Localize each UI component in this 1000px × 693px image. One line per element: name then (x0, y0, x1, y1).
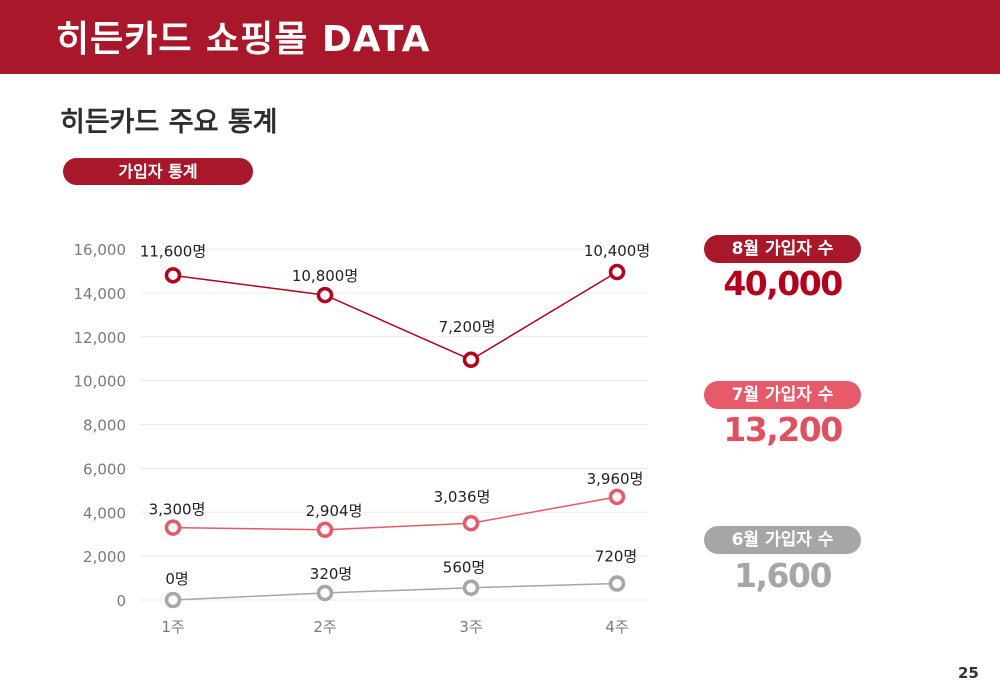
data-point-aug (462, 351, 480, 369)
data-label-jun: 720명 (595, 548, 637, 566)
stat-value-jun: 1,600 (734, 556, 832, 595)
data-point-jun (608, 575, 626, 592)
y-tick-label: 8,000 (83, 417, 126, 435)
x-tick-label: 1주 (161, 618, 184, 636)
chart-title-pill: 가입자 통계 (63, 158, 253, 185)
data-label-jun: 0명 (165, 570, 188, 588)
data-point-aug (164, 267, 182, 284)
y-tick-label: 16,000 (74, 241, 127, 259)
y-tick-label: 12,000 (74, 329, 127, 347)
y-tick-label: 0 (116, 592, 126, 610)
series-line-jul (172, 496, 618, 531)
x-tick-label: 2주 (313, 618, 336, 636)
data-point-jun (316, 584, 334, 602)
data-point-aug (316, 286, 334, 304)
data-label-jul: 2,904명 (306, 502, 363, 520)
y-tick-label: 14,000 (74, 285, 127, 303)
section-title: 히든카드 주요 통계 (60, 107, 278, 138)
data-point-jun (462, 579, 480, 596)
data-point-jun (164, 591, 182, 609)
x-tick-label: 4주 (605, 618, 628, 636)
stat-value-jul: 13,200 (723, 410, 843, 449)
data-label-jul: 3,036명 (434, 488, 491, 506)
data-label-aug: 11,600명 (140, 242, 206, 260)
data-label-jun: 560명 (443, 559, 485, 577)
x-tick-label: 3주 (459, 618, 482, 636)
y-tick-label: 10,000 (74, 373, 127, 391)
page-title: 히든카드 쇼핑몰 DATA (56, 19, 431, 60)
header-bar: 히든카드 쇼핑몰 DATA (0, 0, 1000, 74)
data-point-jul (316, 521, 334, 539)
data-point-jul (164, 519, 182, 536)
data-point-aug (608, 263, 626, 281)
data-point-jul (462, 514, 480, 532)
data-label-aug: 10,400명 (584, 242, 650, 260)
y-tick-label: 4,000 (83, 504, 126, 522)
stat-badge-jun: 6월 가입자 수 (704, 526, 861, 554)
data-label-jun: 320명 (310, 565, 352, 583)
data-label-aug: 10,800명 (292, 267, 358, 285)
stat-badge-jul: 7월 가입자 수 (704, 381, 861, 409)
y-tick-label: 2,000 (83, 548, 126, 566)
series-line-aug (172, 271, 618, 361)
data-point-jul (608, 488, 626, 506)
stat-badge-aug: 8월 가입자 수 (704, 235, 861, 263)
page-number: 25 (958, 664, 979, 682)
data-label-jul: 3,300명 (149, 501, 206, 519)
data-label-jul: 3,960명 (587, 470, 644, 488)
stat-value-aug: 40,000 (723, 264, 843, 303)
y-tick-label: 6,000 (83, 460, 126, 478)
data-label-aug: 7,200명 (439, 318, 496, 336)
series-line-jun (172, 582, 618, 601)
